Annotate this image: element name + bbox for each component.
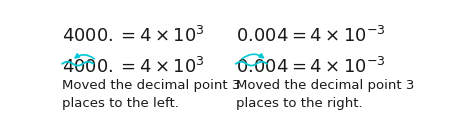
Text: Moved the decimal point 3
places to the right.: Moved the decimal point 3 places to the … (236, 79, 414, 110)
Text: $0.004 = 4 \times 10^{-3}$: $0.004 = 4 \times 10^{-3}$ (236, 25, 386, 46)
Text: $4000. = 4 \times 10^{3}$: $4000. = 4 \times 10^{3}$ (62, 57, 205, 77)
Text: Moved the decimal point 3
places to the left.: Moved the decimal point 3 places to the … (62, 79, 241, 110)
Text: $4000. = 4 \times 10^{3}$: $4000. = 4 \times 10^{3}$ (62, 25, 205, 46)
Text: $0.004 = 4 \times 10^{-3}$: $0.004 = 4 \times 10^{-3}$ (236, 57, 386, 77)
